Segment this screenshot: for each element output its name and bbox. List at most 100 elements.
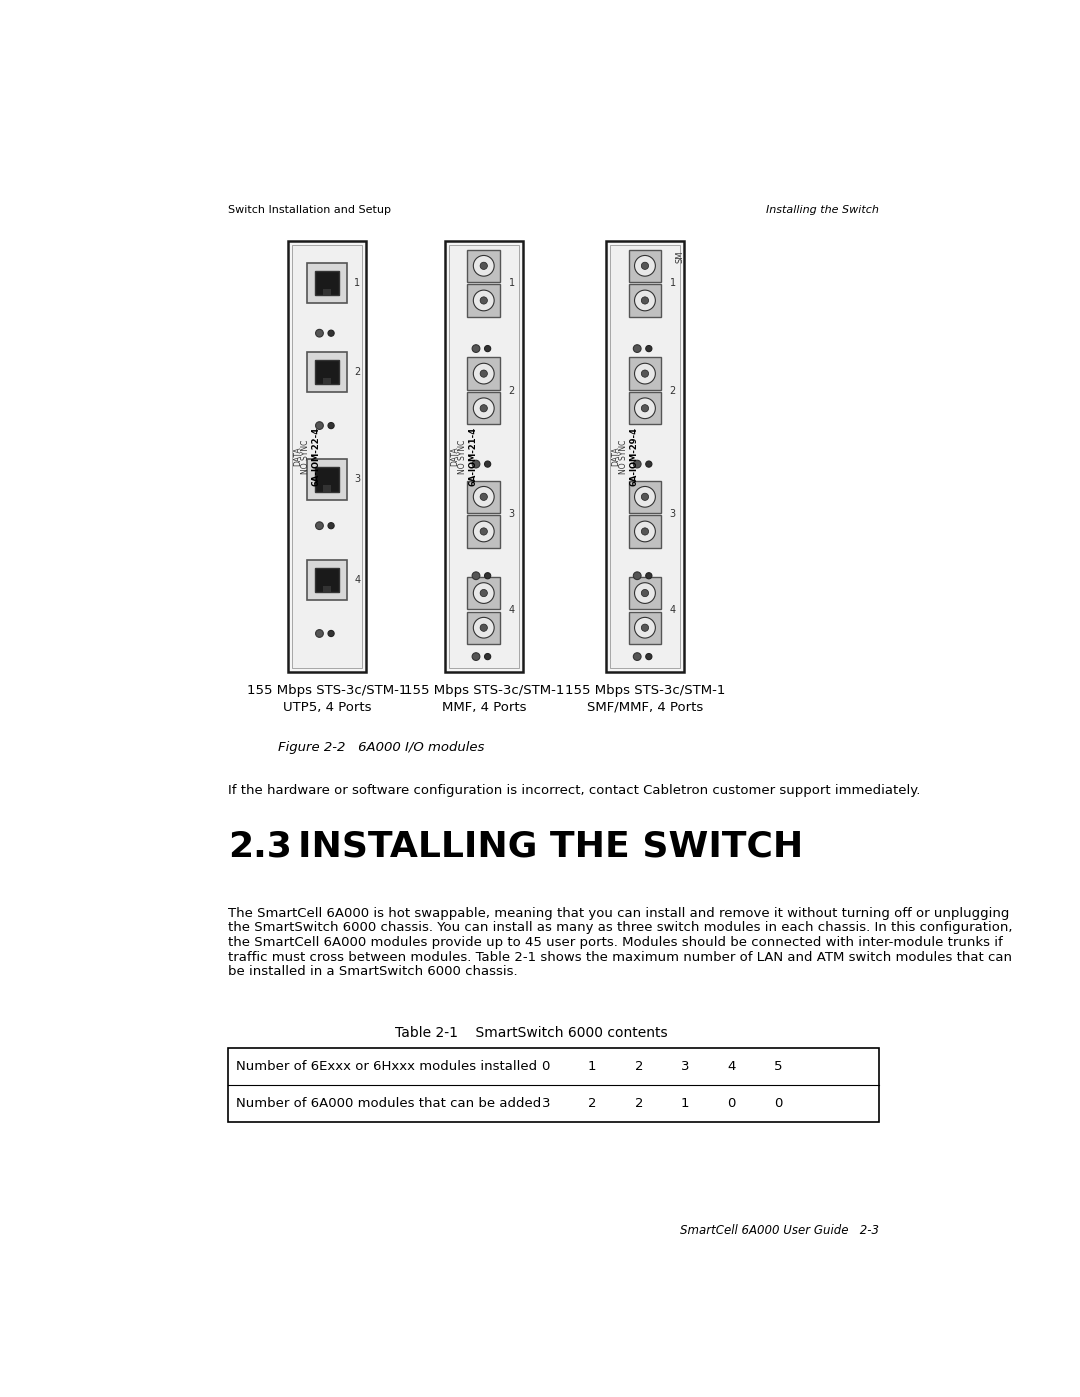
Circle shape xyxy=(473,398,495,419)
Text: 4: 4 xyxy=(509,605,515,616)
Text: Number of 6A000 modules that can be added: Number of 6A000 modules that can be adde… xyxy=(235,1097,541,1109)
Text: Figure 2-2   6A000 I/O modules: Figure 2-2 6A000 I/O modules xyxy=(279,742,485,754)
Circle shape xyxy=(481,296,487,305)
Text: 0: 0 xyxy=(774,1097,782,1109)
Bar xyxy=(445,240,523,672)
Bar xyxy=(468,577,500,609)
Circle shape xyxy=(481,528,487,535)
Text: the SmartSwitch 6000 chassis. You can install as many as three switch modules in: the SmartSwitch 6000 chassis. You can in… xyxy=(228,922,1013,935)
Text: 1: 1 xyxy=(509,278,515,288)
Circle shape xyxy=(646,654,652,659)
Bar xyxy=(629,481,661,513)
Bar xyxy=(606,240,684,672)
Circle shape xyxy=(633,571,642,580)
Bar xyxy=(323,377,332,384)
Circle shape xyxy=(328,330,334,337)
Circle shape xyxy=(642,405,649,412)
Bar xyxy=(449,244,518,668)
Circle shape xyxy=(646,573,652,578)
Circle shape xyxy=(635,256,656,277)
Circle shape xyxy=(642,370,649,377)
Circle shape xyxy=(633,652,642,661)
Circle shape xyxy=(633,345,642,352)
Bar xyxy=(629,393,661,425)
Text: 2: 2 xyxy=(588,1097,596,1109)
Bar xyxy=(629,612,661,644)
Circle shape xyxy=(481,263,487,270)
Bar xyxy=(307,263,348,303)
Bar xyxy=(315,468,339,492)
Text: 6A-IOM-21-4: 6A-IOM-21-4 xyxy=(469,427,477,486)
Text: 6A-IOM-29-4: 6A-IOM-29-4 xyxy=(630,427,638,486)
Circle shape xyxy=(473,486,495,507)
Text: 0: 0 xyxy=(728,1097,735,1109)
Circle shape xyxy=(473,583,495,604)
Circle shape xyxy=(472,652,480,661)
Text: INSTALLING THE SWITCH: INSTALLING THE SWITCH xyxy=(298,830,804,863)
Bar xyxy=(323,289,332,295)
Circle shape xyxy=(328,630,334,637)
Text: NO SYNC: NO SYNC xyxy=(301,439,310,474)
Bar xyxy=(307,352,348,391)
Circle shape xyxy=(635,617,656,638)
Bar xyxy=(629,577,661,609)
Bar xyxy=(323,585,332,591)
Bar xyxy=(629,285,661,317)
Circle shape xyxy=(635,398,656,419)
Text: SmartCell 6A000 User Guide   2-3: SmartCell 6A000 User Guide 2-3 xyxy=(680,1224,879,1238)
Bar xyxy=(629,515,661,548)
Circle shape xyxy=(481,405,487,412)
Circle shape xyxy=(642,263,649,270)
Circle shape xyxy=(633,460,642,468)
Circle shape xyxy=(328,422,334,429)
Bar xyxy=(323,486,332,492)
Circle shape xyxy=(473,617,495,638)
Circle shape xyxy=(315,522,323,529)
Circle shape xyxy=(473,291,495,310)
Bar xyxy=(468,250,500,282)
Text: DATA: DATA xyxy=(294,447,302,467)
Circle shape xyxy=(481,624,487,631)
Text: DATA: DATA xyxy=(611,447,620,467)
Circle shape xyxy=(635,291,656,310)
Text: 3: 3 xyxy=(541,1097,550,1109)
Text: 155 Mbps STS-3c/STM-1
MMF, 4 Ports: 155 Mbps STS-3c/STM-1 MMF, 4 Ports xyxy=(404,683,564,714)
Circle shape xyxy=(485,345,490,352)
Bar xyxy=(307,460,348,500)
Text: DATA: DATA xyxy=(449,447,459,467)
Text: 155 Mbps STS-3c/STM-1
UTP5, 4 Ports: 155 Mbps STS-3c/STM-1 UTP5, 4 Ports xyxy=(247,683,407,714)
Circle shape xyxy=(473,256,495,277)
Text: 4: 4 xyxy=(728,1060,735,1073)
Text: NO SYNC: NO SYNC xyxy=(619,439,627,474)
Bar xyxy=(307,560,348,599)
Circle shape xyxy=(472,571,480,580)
Bar xyxy=(610,244,679,668)
Circle shape xyxy=(472,460,480,468)
Circle shape xyxy=(481,493,487,500)
Circle shape xyxy=(635,486,656,507)
Text: 4: 4 xyxy=(354,574,361,584)
Circle shape xyxy=(642,590,649,597)
Text: Switch Installation and Setup: Switch Installation and Setup xyxy=(228,204,391,215)
Bar xyxy=(468,393,500,425)
Bar xyxy=(629,250,661,282)
Circle shape xyxy=(472,345,480,352)
Text: 0: 0 xyxy=(541,1060,550,1073)
Text: 3: 3 xyxy=(509,509,515,520)
Bar xyxy=(293,244,362,668)
Circle shape xyxy=(485,573,490,578)
Circle shape xyxy=(642,296,649,305)
Circle shape xyxy=(315,422,323,429)
Bar xyxy=(468,515,500,548)
Text: 2: 2 xyxy=(509,386,515,395)
Circle shape xyxy=(485,461,490,467)
Bar xyxy=(288,240,366,672)
Text: 6A-IOM-22-4: 6A-IOM-22-4 xyxy=(312,427,321,486)
Text: 2: 2 xyxy=(635,1060,643,1073)
Text: 1: 1 xyxy=(681,1097,689,1109)
Circle shape xyxy=(646,345,652,352)
Text: 4: 4 xyxy=(670,605,676,616)
Bar xyxy=(629,358,661,390)
Text: Table 2-1    SmartSwitch 6000 contents: Table 2-1 SmartSwitch 6000 contents xyxy=(394,1027,667,1041)
Text: the SmartCell 6A000 modules provide up to 45 user ports. Modules should be conne: the SmartCell 6A000 modules provide up t… xyxy=(228,936,1002,949)
